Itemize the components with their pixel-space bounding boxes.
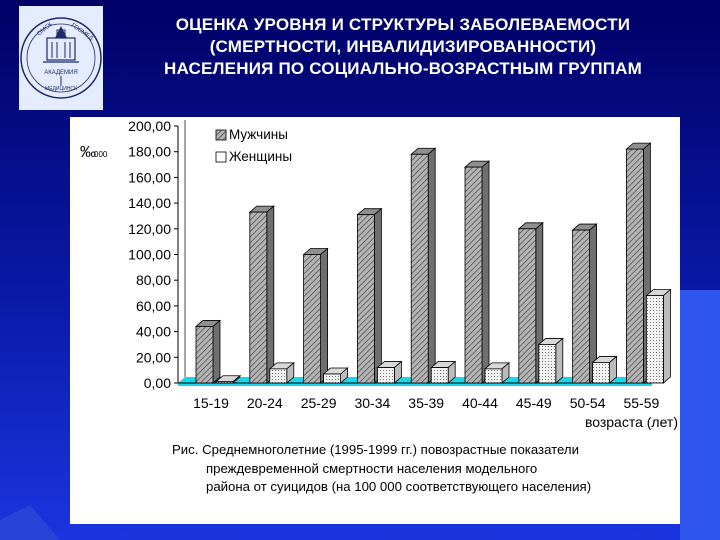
- bar-front-face: [410, 153, 429, 384]
- x-tick-label: 25-29: [301, 395, 337, 411]
- bar-women: [430, 360, 457, 384]
- x-tick-label: 50-54: [570, 395, 606, 411]
- bar-front-face: [356, 214, 375, 384]
- bar-women: [214, 374, 242, 384]
- bar-women: [591, 355, 618, 384]
- bar-women: [537, 337, 564, 384]
- figure-caption: Рис. Среднемноголетние (1995-1999 гг.) п…: [172, 441, 591, 497]
- bar-front-face: [303, 254, 322, 384]
- bar-front-face: [430, 367, 449, 384]
- bar-women: [376, 360, 403, 384]
- y-tick-label: 20,00: [136, 349, 171, 365]
- bar-men: [356, 207, 383, 384]
- caption-line-3: района от суицидов (на 100 000 соответст…: [206, 479, 592, 494]
- y-tick-label: 0,00: [144, 375, 171, 391]
- y-tick-label: 160,00: [128, 169, 171, 185]
- bar-chart: 0,00 20,00 40,00 60,00 80,00 100,00 120,00 140,…: [80, 118, 678, 430]
- bar-men: [302, 247, 329, 384]
- x-tick-label: 40-44: [462, 395, 498, 411]
- bar-women: [483, 361, 511, 384]
- bar-side-face: [266, 205, 275, 384]
- bar-side-face: [481, 160, 490, 384]
- academy-logo: ОМСК ГОСМЕД АКАДЕМИЯ МЕДИЦИНСК: [19, 6, 103, 110]
- bar-front-face: [518, 228, 537, 384]
- title-line-3: НАСЕЛЕНИЯ ПО СОЦИАЛЬНО-ВОЗРАСТНЫМ ГРУППА…: [164, 59, 642, 78]
- caption-line-2: преждевременной смертности населения мод…: [206, 460, 538, 476]
- bar-front-face: [215, 381, 234, 384]
- bar-women: [645, 288, 672, 384]
- svg-text:АКАДЕМИЯ: АКАДЕМИЯ: [44, 70, 77, 76]
- title-line-2: (СМЕРТНОСТИ, ИНВАЛИДИЗИРОВАННОСТИ): [209, 37, 597, 56]
- bar-men: [463, 160, 491, 384]
- bar-front-face: [592, 362, 610, 384]
- bar-front-face: [323, 373, 342, 384]
- x-tick-label: 20-24: [247, 395, 283, 411]
- bar-men: [194, 319, 222, 384]
- bar-side-face: [663, 288, 671, 384]
- bar-side-face: [212, 319, 221, 384]
- y-tick-label: 60,00: [136, 298, 171, 314]
- bar-men: [571, 223, 598, 384]
- x-tick-label: 55-59: [623, 395, 659, 411]
- bar-women: [268, 361, 295, 384]
- y-tick-label: 100,00: [128, 247, 171, 263]
- bar-front-face: [626, 148, 644, 384]
- x-tick-label: 15-19: [193, 395, 229, 411]
- bar-front-face: [646, 295, 664, 384]
- y-tick-label: 120,00: [128, 221, 171, 237]
- y-tick-label: 180,00: [128, 144, 171, 160]
- legend-swatch-women: [215, 151, 227, 163]
- y-axis-label: ‰: [80, 144, 96, 161]
- bar-side-face: [320, 247, 329, 384]
- y-tick-label: 200,00: [128, 118, 171, 134]
- bar-women: [322, 367, 349, 384]
- y-axis-label-subscript: 000: [94, 150, 108, 159]
- bar-men: [410, 147, 437, 384]
- bar-side-face: [589, 223, 597, 384]
- y-tick-label: 80,00: [136, 272, 171, 288]
- legend-swatch-men: [215, 129, 227, 141]
- bar-front-face: [269, 368, 288, 384]
- bar-side-face: [555, 337, 564, 384]
- bar-side-face: [373, 207, 382, 384]
- x-tick-label: 30-34: [354, 395, 390, 411]
- caption-line-1: Рис. Среднемноголетние (1995-1999 гг.) п…: [172, 442, 579, 457]
- bar-front-face: [249, 211, 268, 384]
- bar-men: [248, 205, 275, 384]
- title-line-1: ОЦЕНКА УРОВНЯ И СТРУКТУРЫ ЗАБОЛЕВАЕМОСТИ: [175, 15, 631, 34]
- bar-front-face: [538, 344, 557, 384]
- x-axis-label: возраста (лет): [585, 414, 678, 430]
- slide-title: ОЦЕНКА УРОВНЯ И СТРУКТУРЫ ЗАБОЛЕВАЕМОСТИ…: [108, 14, 698, 80]
- y-tick-label: 40,00: [136, 324, 171, 340]
- x-tick-label: 35-39: [408, 395, 444, 411]
- svg-text:МЕДИЦИНСК: МЕДИЦИНСК: [45, 86, 77, 92]
- bar-side-face: [427, 147, 436, 384]
- x-tick-label: 45-49: [516, 395, 552, 411]
- side-accent-bar: [680, 290, 720, 540]
- legend-label-women: Женщины: [229, 149, 292, 164]
- bar-front-face: [376, 367, 395, 384]
- bar-front-face: [572, 229, 591, 384]
- legend-label-men: Мужчины: [229, 127, 288, 142]
- bottom-accent-shape: [0, 505, 60, 540]
- bar-front-face: [464, 166, 483, 384]
- chart-floor-edge: [178, 383, 652, 386]
- bar-front-face: [195, 326, 214, 384]
- bar-front-face: [484, 368, 503, 384]
- y-tick-label: 140,00: [128, 195, 171, 211]
